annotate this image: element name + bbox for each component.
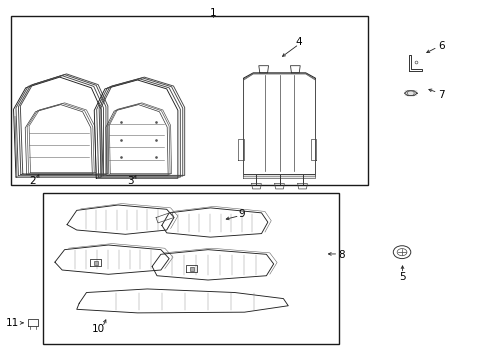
Text: 7: 7: [437, 90, 444, 100]
Text: 10: 10: [92, 324, 105, 334]
Text: 5: 5: [398, 272, 405, 282]
Text: 3: 3: [127, 176, 133, 186]
Text: 6: 6: [437, 41, 444, 51]
Text: 11: 11: [5, 318, 19, 328]
Bar: [11, 16, 368, 185]
Text: 2: 2: [30, 176, 36, 186]
Text: 9: 9: [238, 209, 245, 219]
Text: 8: 8: [338, 250, 345, 260]
Text: 1: 1: [209, 8, 216, 18]
Bar: [42, 193, 339, 344]
Text: 4: 4: [295, 37, 302, 48]
